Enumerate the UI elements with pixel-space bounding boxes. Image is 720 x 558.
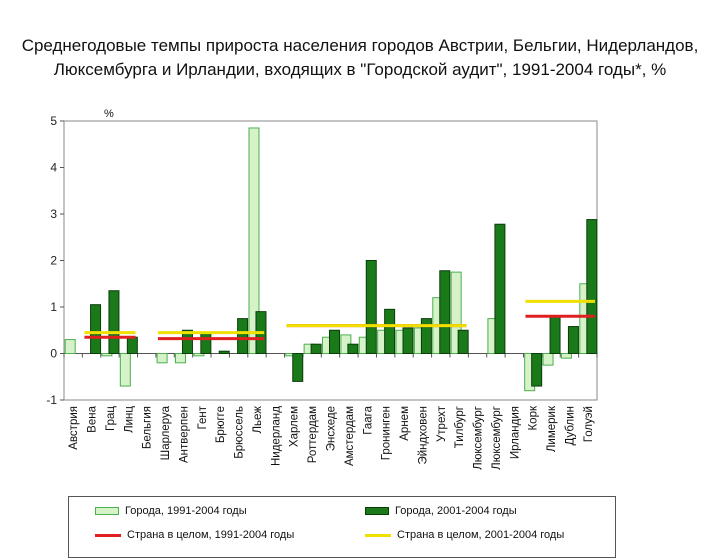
x-category-label: Брюссель — [234, 406, 246, 459]
y-tick-label: -1 — [46, 393, 57, 407]
chart-area: -1 0 1 2 3 4 5 % Австрия Вена Грац Линц Бельгия Шарле… — [46, 108, 598, 470]
x-category-label: Вена — [87, 405, 99, 432]
bar-cities-2001-2004 — [384, 308, 396, 355]
bar-cities-1991-2004 — [101, 353, 113, 357]
bar-cities-2001-2004 — [549, 315, 561, 354]
x-category-label: Антверпен — [178, 406, 190, 463]
bar-cities-2001-2004 — [200, 332, 212, 355]
bar-cities-1991-2004 — [450, 271, 462, 354]
x-category-label: Утрехт — [436, 405, 448, 442]
bar-cities-1991-2004 — [542, 353, 554, 366]
x-category-label: Брюгге — [215, 406, 227, 443]
bar-cities-2001-2004 — [567, 326, 579, 354]
y-tick-label: 5 — [50, 114, 57, 128]
bar-cities-2001-2004 — [365, 260, 377, 354]
y-tick-label: 4 — [50, 161, 57, 175]
y-axis-unit-label: % — [104, 108, 114, 120]
x-category-label: Австрия — [68, 406, 80, 450]
y-tick-label: 3 — [50, 207, 57, 221]
x-category-label: Гронинген — [381, 406, 393, 460]
legend-label: Страна в целом, 1991-2004 годы — [127, 529, 295, 541]
bar-cities-2001-2004 — [439, 270, 451, 355]
legend-label: Города, 2001-2004 годы — [395, 505, 517, 517]
x-category-label: Роттердам — [307, 406, 319, 463]
x-category-label: Грац — [105, 406, 117, 431]
bar-cities-2001-2004 — [90, 304, 102, 354]
bar-cities-1991-2004 — [156, 353, 168, 364]
x-category-label: Бельгия — [142, 406, 154, 449]
x-category-label: Нидерланд — [270, 406, 282, 466]
x-category-label: Люксембург — [491, 406, 503, 470]
x-category-label: Корк — [528, 405, 540, 430]
legend-swatch-yellow-line — [365, 533, 391, 537]
x-category-label: Дублин — [564, 406, 576, 445]
y-tick-label: 1 — [50, 300, 57, 314]
bar-cities-1991-2004 — [64, 339, 76, 354]
legend-label: Города, 1991-2004 годы — [125, 505, 247, 517]
x-category-label: Лимерик — [546, 405, 558, 452]
x-category-label: Арнем — [399, 406, 411, 441]
bar-cities-2001-2004 — [310, 343, 322, 355]
x-category-label: Амстердам — [344, 406, 356, 466]
bar-cities-2001-2004 — [292, 353, 304, 382]
x-category-label: Льеж — [252, 406, 264, 434]
chart-legend: Города, 1991-2004 годы Города, 2001-2004… — [68, 496, 616, 558]
x-category-label: Линц — [123, 406, 135, 433]
bar-cities-2001-2004 — [586, 219, 598, 354]
bar-cities-1991-2004 — [174, 353, 186, 364]
bar-cities-2001-2004 — [329, 329, 340, 354]
bar-cities-2001-2004 — [420, 318, 432, 354]
x-category-label: Голуэй — [583, 406, 595, 442]
legend-item-country-1991-2004: Страна в целом, 1991-2004 годы — [95, 529, 294, 541]
legend-item-country-2001-2004: Страна в целом, 2001-2004 годы — [365, 529, 564, 541]
legend-swatch-red-line — [95, 533, 121, 537]
bar-cities-2001-2004 — [181, 329, 193, 354]
bar-cities-1991-2004 — [248, 127, 260, 354]
legend-label: Страна в целом, 2001-2004 годы — [397, 529, 565, 541]
x-category-label: Эйндховен — [417, 406, 429, 465]
bar-cities-2001-2004 — [218, 350, 230, 354]
bar-cities-1991-2004 — [119, 353, 131, 387]
legend-swatch-dark-bar — [365, 507, 389, 515]
bar-cities-2001-2004 — [531, 353, 543, 387]
bar-cities-2001-2004 — [108, 290, 120, 355]
plot-frame — [63, 120, 598, 401]
bar-cities-2001-2004 — [126, 336, 138, 355]
x-category-label: Шарлеруа — [160, 405, 172, 460]
y-tick-label: 2 — [50, 254, 57, 268]
bar-cities-2001-2004 — [347, 343, 359, 355]
x-category-label: Харлем — [289, 406, 301, 447]
x-category-label: Люксембург — [473, 406, 485, 470]
x-category-label: Ирландия — [509, 406, 521, 459]
legend-item-cities-1991-2004: Города, 1991-2004 годы — [95, 505, 247, 517]
bar-cities-2001-2004 — [494, 223, 506, 354]
x-category-label: Энсхеде — [326, 406, 338, 451]
bar-cities-1991-2004 — [560, 353, 572, 359]
x-category-label: Гент — [197, 405, 209, 429]
bar-cities-2001-2004 — [237, 318, 249, 354]
legend-item-cities-2001-2004: Города, 2001-2004 годы — [365, 505, 517, 517]
x-category-label: Тилбург — [454, 406, 466, 448]
bar-cities-1991-2004 — [193, 353, 205, 357]
y-tick-label: 0 — [50, 347, 57, 361]
chart-title: Среднегодовые темпы прироста населения г… — [21, 36, 699, 79]
x-category-label: Гаага — [362, 405, 374, 434]
legend-swatch-light-bar — [95, 507, 119, 515]
bar-cities-2001-2004 — [457, 329, 469, 354]
bar-cities-2001-2004 — [402, 327, 414, 354]
